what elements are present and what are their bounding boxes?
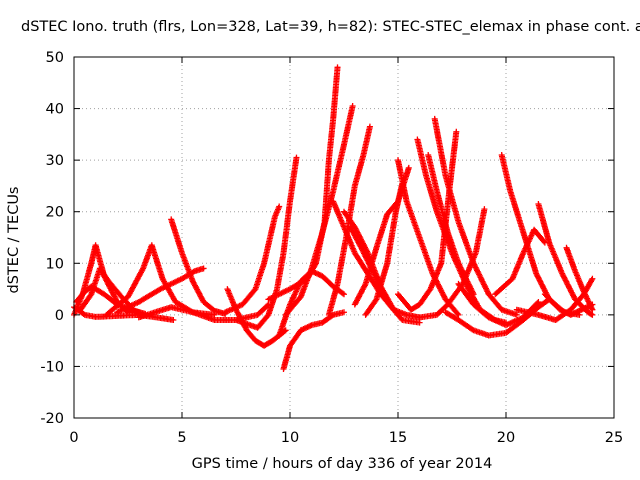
chart-title: dSTEC Iono. truth (flrs, Lon=328, Lat=39… (21, 19, 640, 35)
data-point (453, 128, 460, 135)
data-point (535, 298, 542, 305)
data-point (454, 310, 461, 317)
y-axis-label: dSTEC / TECUs (6, 186, 22, 294)
data-point (282, 327, 289, 334)
data-point (589, 301, 596, 308)
y-tick-label: 10 (46, 256, 64, 272)
x-tick-label: 25 (605, 430, 623, 446)
data-series-29 (455, 280, 542, 329)
data-point (455, 311, 462, 318)
y-tick-label: 40 (46, 102, 64, 118)
data-point (534, 300, 541, 307)
data-point (541, 239, 548, 246)
data-point (566, 284, 572, 291)
data-point (562, 277, 569, 284)
data-point (588, 311, 595, 318)
data-point (390, 306, 397, 313)
y-tick-label: -10 (40, 359, 64, 375)
data-series-27 (416, 206, 488, 321)
data-point (570, 310, 577, 317)
data-point (575, 308, 582, 314)
data-point (481, 206, 488, 213)
data-point (341, 309, 347, 316)
data-series-32 (492, 226, 548, 298)
data-point (416, 319, 423, 326)
data-point (436, 284, 443, 291)
data-series (71, 64, 596, 372)
x-tick-label: 10 (281, 430, 299, 446)
data-point (588, 277, 595, 283)
data-series-14 (265, 64, 341, 303)
x-tick-label: 15 (389, 430, 407, 446)
plot-frame (73, 56, 615, 419)
data-point (200, 265, 207, 272)
data-point (433, 277, 439, 284)
x-axis-label: GPS time / hours of day 336 of year 2014 (191, 456, 493, 472)
data-series-35 (541, 291, 596, 318)
data-series-10 (222, 203, 283, 316)
data-point (293, 154, 300, 161)
data-point (80, 311, 87, 317)
data-series-7 (168, 216, 229, 317)
data-point (513, 311, 520, 318)
x-tick-label: 20 (497, 430, 515, 446)
data-series-5 (103, 242, 218, 318)
y-tick-label: 30 (46, 153, 64, 169)
data-point (339, 290, 346, 297)
data-point (334, 64, 341, 71)
data-point (170, 317, 177, 324)
y-tick-label: 0 (55, 308, 64, 324)
data-point (540, 238, 547, 245)
data-point (469, 326, 476, 333)
y-tick-label: 50 (46, 50, 64, 66)
x-tick-label: 0 (69, 430, 78, 446)
data-point (567, 311, 574, 318)
data-series-8 (135, 301, 272, 323)
data-point (589, 275, 596, 282)
axis-ticks: 0 5 10 15 20 25 -20 -10 0 10 20 30 40 50 (40, 50, 623, 446)
data-point (341, 291, 347, 298)
data-series-4 (73, 283, 142, 316)
data-point (389, 305, 396, 312)
y-tick-label: -20 (40, 411, 64, 427)
data-series-26 (395, 157, 462, 318)
data-series-30 (498, 152, 583, 318)
data-series-15 (282, 102, 356, 318)
data-series-12 (280, 309, 347, 372)
data-point (349, 102, 356, 109)
data-point (589, 311, 596, 318)
y-tick-label: 20 (46, 205, 64, 221)
x-tick-label: 5 (177, 430, 186, 446)
data-point (135, 309, 142, 316)
data-series-34 (513, 275, 596, 323)
data-series-25 (425, 152, 477, 298)
data-point (573, 309, 580, 316)
data-point (276, 203, 283, 210)
data-point (589, 306, 596, 313)
data-series-31 (535, 201, 596, 318)
grid-lines (74, 57, 614, 418)
data-point (470, 291, 477, 298)
data-point (366, 123, 373, 130)
data-point (405, 164, 412, 171)
